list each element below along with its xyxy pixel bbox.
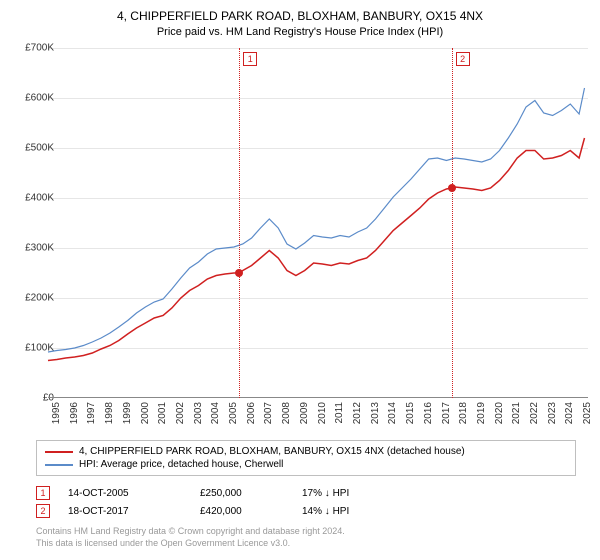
- legend-swatch: [45, 451, 73, 453]
- xtick-label: 2011: [334, 402, 345, 424]
- sale-date: 18-OCT-2017: [68, 506, 188, 517]
- sale-diff: 17% ↓ HPI: [302, 488, 402, 499]
- xtick-label: 2004: [210, 402, 221, 424]
- sale-diff: 14% ↓ HPI: [302, 506, 402, 517]
- xtick-label: 2025: [582, 402, 593, 424]
- legend-item: HPI: Average price, detached house, Cher…: [45, 458, 567, 471]
- footer-attribution: Contains HM Land Registry data © Crown c…: [36, 526, 345, 549]
- xtick-label: 2023: [547, 402, 558, 424]
- xtick-label: 2024: [564, 402, 575, 424]
- xtick-label: 1998: [104, 402, 115, 424]
- plot-area: [48, 48, 588, 398]
- xtick-label: 1996: [69, 402, 80, 424]
- table-row: 2 18-OCT-2017 £420,000 14% ↓ HPI: [36, 502, 576, 520]
- sale-point-marker: [448, 184, 456, 192]
- chart-container: 4, CHIPPERFIELD PARK ROAD, BLOXHAM, BANB…: [0, 0, 600, 560]
- xtick-label: 2006: [246, 402, 257, 424]
- footer-line: This data is licensed under the Open Gov…: [36, 538, 345, 550]
- sales-table: 1 14-OCT-2005 £250,000 17% ↓ HPI 2 18-OC…: [36, 484, 576, 520]
- xtick-label: 2009: [299, 402, 310, 424]
- xtick-label: 2021: [511, 402, 522, 424]
- xtick-label: 1997: [86, 402, 97, 424]
- marker-badge: 2: [36, 504, 50, 518]
- legend: 4, CHIPPERFIELD PARK ROAD, BLOXHAM, BANB…: [36, 440, 576, 476]
- xtick-label: 2012: [352, 402, 363, 424]
- xtick-label: 2003: [193, 402, 204, 424]
- xtick-label: 2019: [476, 402, 487, 424]
- xtick-label: 2005: [228, 402, 239, 424]
- series-line-hpi: [48, 88, 585, 352]
- xtick-label: 2013: [370, 402, 381, 424]
- table-row: 1 14-OCT-2005 £250,000 17% ↓ HPI: [36, 484, 576, 502]
- marker-badge: 1: [243, 52, 257, 66]
- xtick-label: 2020: [494, 402, 505, 424]
- xtick-label: 2002: [175, 402, 186, 424]
- chart-title: 4, CHIPPERFIELD PARK ROAD, BLOXHAM, BANB…: [0, 0, 600, 25]
- legend-label: HPI: Average price, detached house, Cher…: [79, 459, 283, 470]
- legend-label: 4, CHIPPERFIELD PARK ROAD, BLOXHAM, BANB…: [79, 446, 465, 457]
- legend-swatch: [45, 464, 73, 466]
- xtick-label: 2014: [387, 402, 398, 424]
- xtick-label: 1999: [122, 402, 133, 424]
- marker-badge: 2: [456, 52, 470, 66]
- marker-vline: [239, 48, 240, 398]
- xtick-label: 2022: [529, 402, 540, 424]
- xtick-label: 2018: [458, 402, 469, 424]
- xtick-label: 2017: [441, 402, 452, 424]
- sale-price: £250,000: [200, 488, 290, 499]
- xtick-label: 1995: [51, 402, 62, 424]
- sale-point-marker: [235, 269, 243, 277]
- xtick-label: 2016: [423, 402, 434, 424]
- marker-vline: [452, 48, 453, 398]
- xtick-label: 2008: [281, 402, 292, 424]
- sale-date: 14-OCT-2005: [68, 488, 188, 499]
- sale-price: £420,000: [200, 506, 290, 517]
- chart-subtitle: Price paid vs. HM Land Registry's House …: [0, 25, 600, 40]
- xtick-label: 2015: [405, 402, 416, 424]
- xtick-label: 2001: [157, 402, 168, 424]
- series-line-property: [48, 138, 585, 361]
- line-chart-svg: [48, 48, 588, 398]
- marker-badge: 1: [36, 486, 50, 500]
- xtick-label: 2010: [317, 402, 328, 424]
- footer-line: Contains HM Land Registry data © Crown c…: [36, 526, 345, 538]
- legend-item: 4, CHIPPERFIELD PARK ROAD, BLOXHAM, BANB…: [45, 445, 567, 458]
- xtick-label: 2000: [140, 402, 151, 424]
- xtick-label: 2007: [263, 402, 274, 424]
